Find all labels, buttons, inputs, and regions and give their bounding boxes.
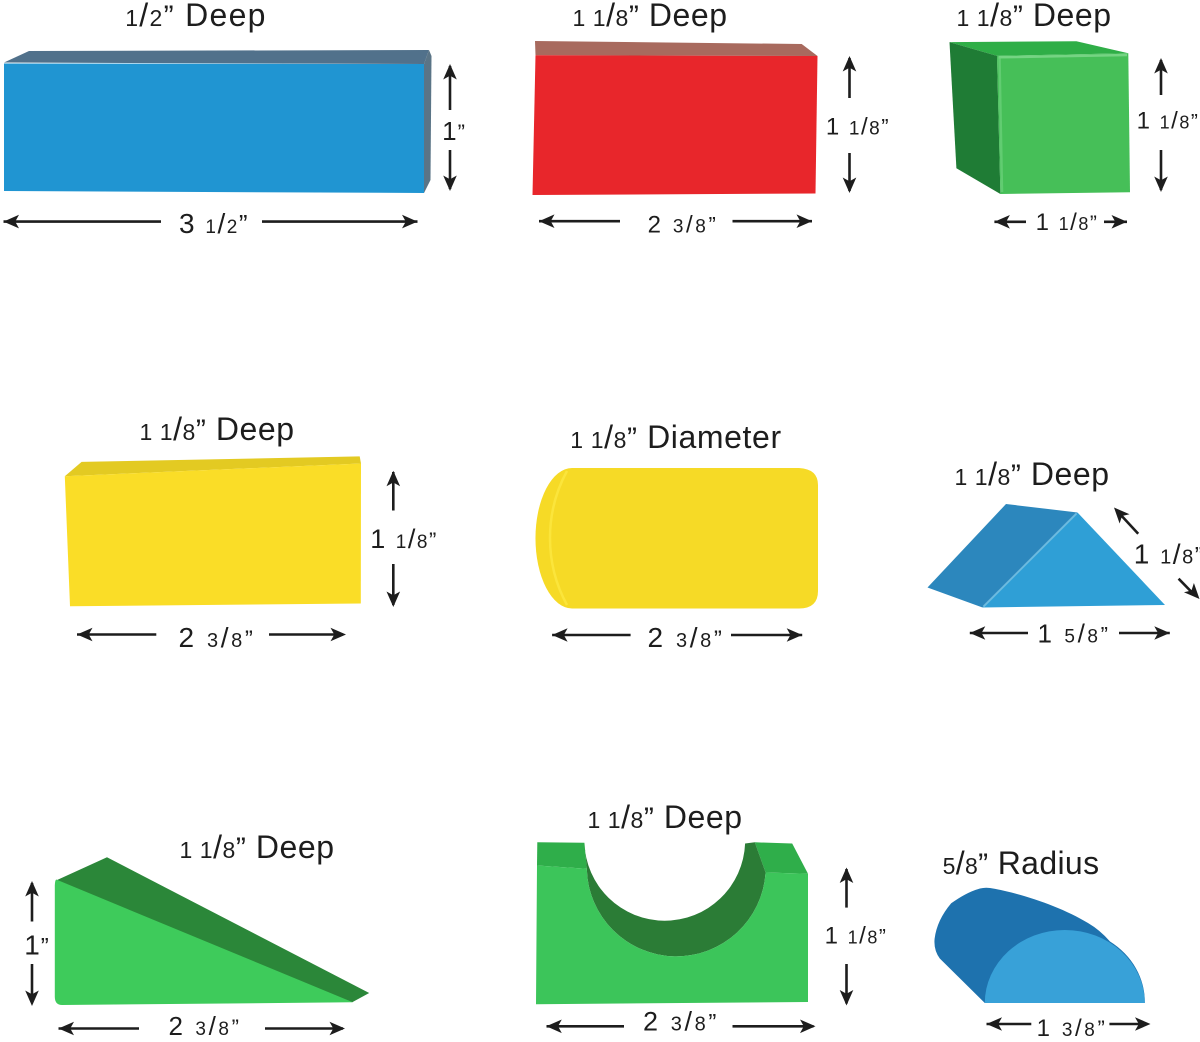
svg-text:1 1/8” Deep: 1 1/8” Deep — [587, 799, 742, 835]
svg-text:1 1/8” Diameter: 1 1/8” Diameter — [570, 419, 781, 455]
svg-text:2 3/8”: 2 3/8” — [169, 1011, 242, 1041]
svg-text:1/2” Deep: 1/2” Deep — [125, 0, 267, 33]
svg-text:1 5/8”: 1 5/8” — [1038, 619, 1111, 649]
svg-text:2 3/8”: 2 3/8” — [643, 1007, 719, 1037]
svg-text:1 1/8” Deep: 1 1/8” Deep — [572, 0, 727, 33]
svg-text:2 3/8”: 2 3/8” — [648, 212, 719, 239]
svg-text:1 1/8” Deep: 1 1/8” Deep — [954, 456, 1109, 492]
svg-text:1 1/8”: 1 1/8” — [370, 524, 438, 554]
svg-text:1 1/8”: 1 1/8” — [825, 923, 888, 950]
svg-text:1 1/8” Deep: 1 1/8” Deep — [179, 829, 334, 865]
svg-text:1 1/8” Deep: 1 1/8” Deep — [956, 0, 1111, 33]
svg-text:1”: 1” — [24, 930, 50, 961]
svg-text:1 1/8”: 1 1/8” — [1036, 209, 1099, 236]
svg-text:1”: 1” — [442, 116, 466, 146]
svg-text:1 1/8”: 1 1/8” — [826, 114, 890, 141]
svg-text:1 3/8”: 1 3/8” — [1037, 1015, 1108, 1042]
svg-text:1 1/8” Deep: 1 1/8” Deep — [139, 411, 294, 447]
svg-text:1 1/8”: 1 1/8” — [1137, 108, 1200, 135]
svg-text:3 1/2”: 3 1/2” — [179, 208, 249, 239]
svg-text:1 1/8”: 1 1/8” — [1134, 539, 1200, 570]
svg-text:2 3/8”: 2 3/8” — [647, 622, 724, 653]
svg-text:5/8” Radius: 5/8” Radius — [943, 845, 1100, 881]
svg-text:2 3/8”: 2 3/8” — [178, 622, 255, 653]
